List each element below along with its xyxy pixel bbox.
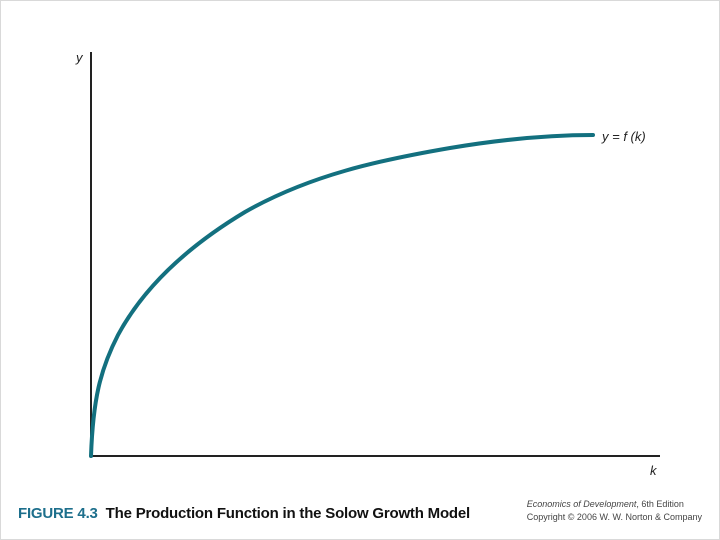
book-title: Economics of Development [526, 499, 637, 509]
curve-label: y = f (k) [601, 129, 646, 144]
book-line: Economics of Development, 6th Edition [527, 498, 702, 511]
figure-caption: FIGURE 4.3 The Production Function in th… [18, 505, 470, 522]
production-function-curve [89, 133, 595, 458]
copyright-line: Copyright © 2006 W. W. Norton & Company [526, 512, 702, 522]
book-edition: , 6th Edition [636, 499, 684, 509]
x-axis-label: k [650, 463, 658, 478]
figure-title: The Production Function in the Solow Gro… [105, 505, 471, 522]
y-axis-label: y [75, 50, 84, 65]
publisher-credits: Economics of Development, 6th Edition Co… [527, 498, 702, 524]
figure-number: FIGURE 4.3 [18, 505, 98, 522]
